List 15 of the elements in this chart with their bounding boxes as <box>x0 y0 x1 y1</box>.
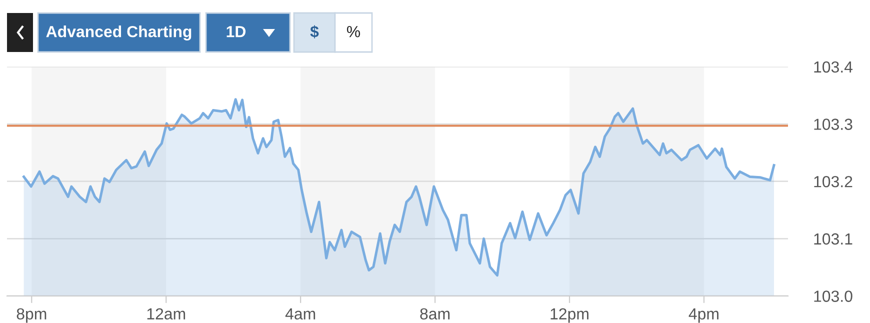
y-tick-label: 103.3 <box>814 118 852 130</box>
x-tick-label: 4am <box>285 308 316 320</box>
text: $ <box>310 25 319 38</box>
y-tick-label: 103.0 <box>814 290 852 302</box>
text: Advanced Charting <box>46 26 192 40</box>
x-tick-label: 8pm <box>16 308 46 323</box>
text: % <box>346 26 360 38</box>
x-tick-label: 8am <box>420 308 450 320</box>
x-tick-label: 12am <box>147 308 186 320</box>
y-tick-label: 103.2 <box>814 176 852 188</box>
y-tick-label: 103.4 <box>814 61 852 73</box>
x-tick-label: 4pm <box>688 308 718 323</box>
y-tick-label: 103.1 <box>814 233 852 245</box>
x-tick-label: 12pm <box>550 308 588 323</box>
text: 1D <box>226 26 246 38</box>
